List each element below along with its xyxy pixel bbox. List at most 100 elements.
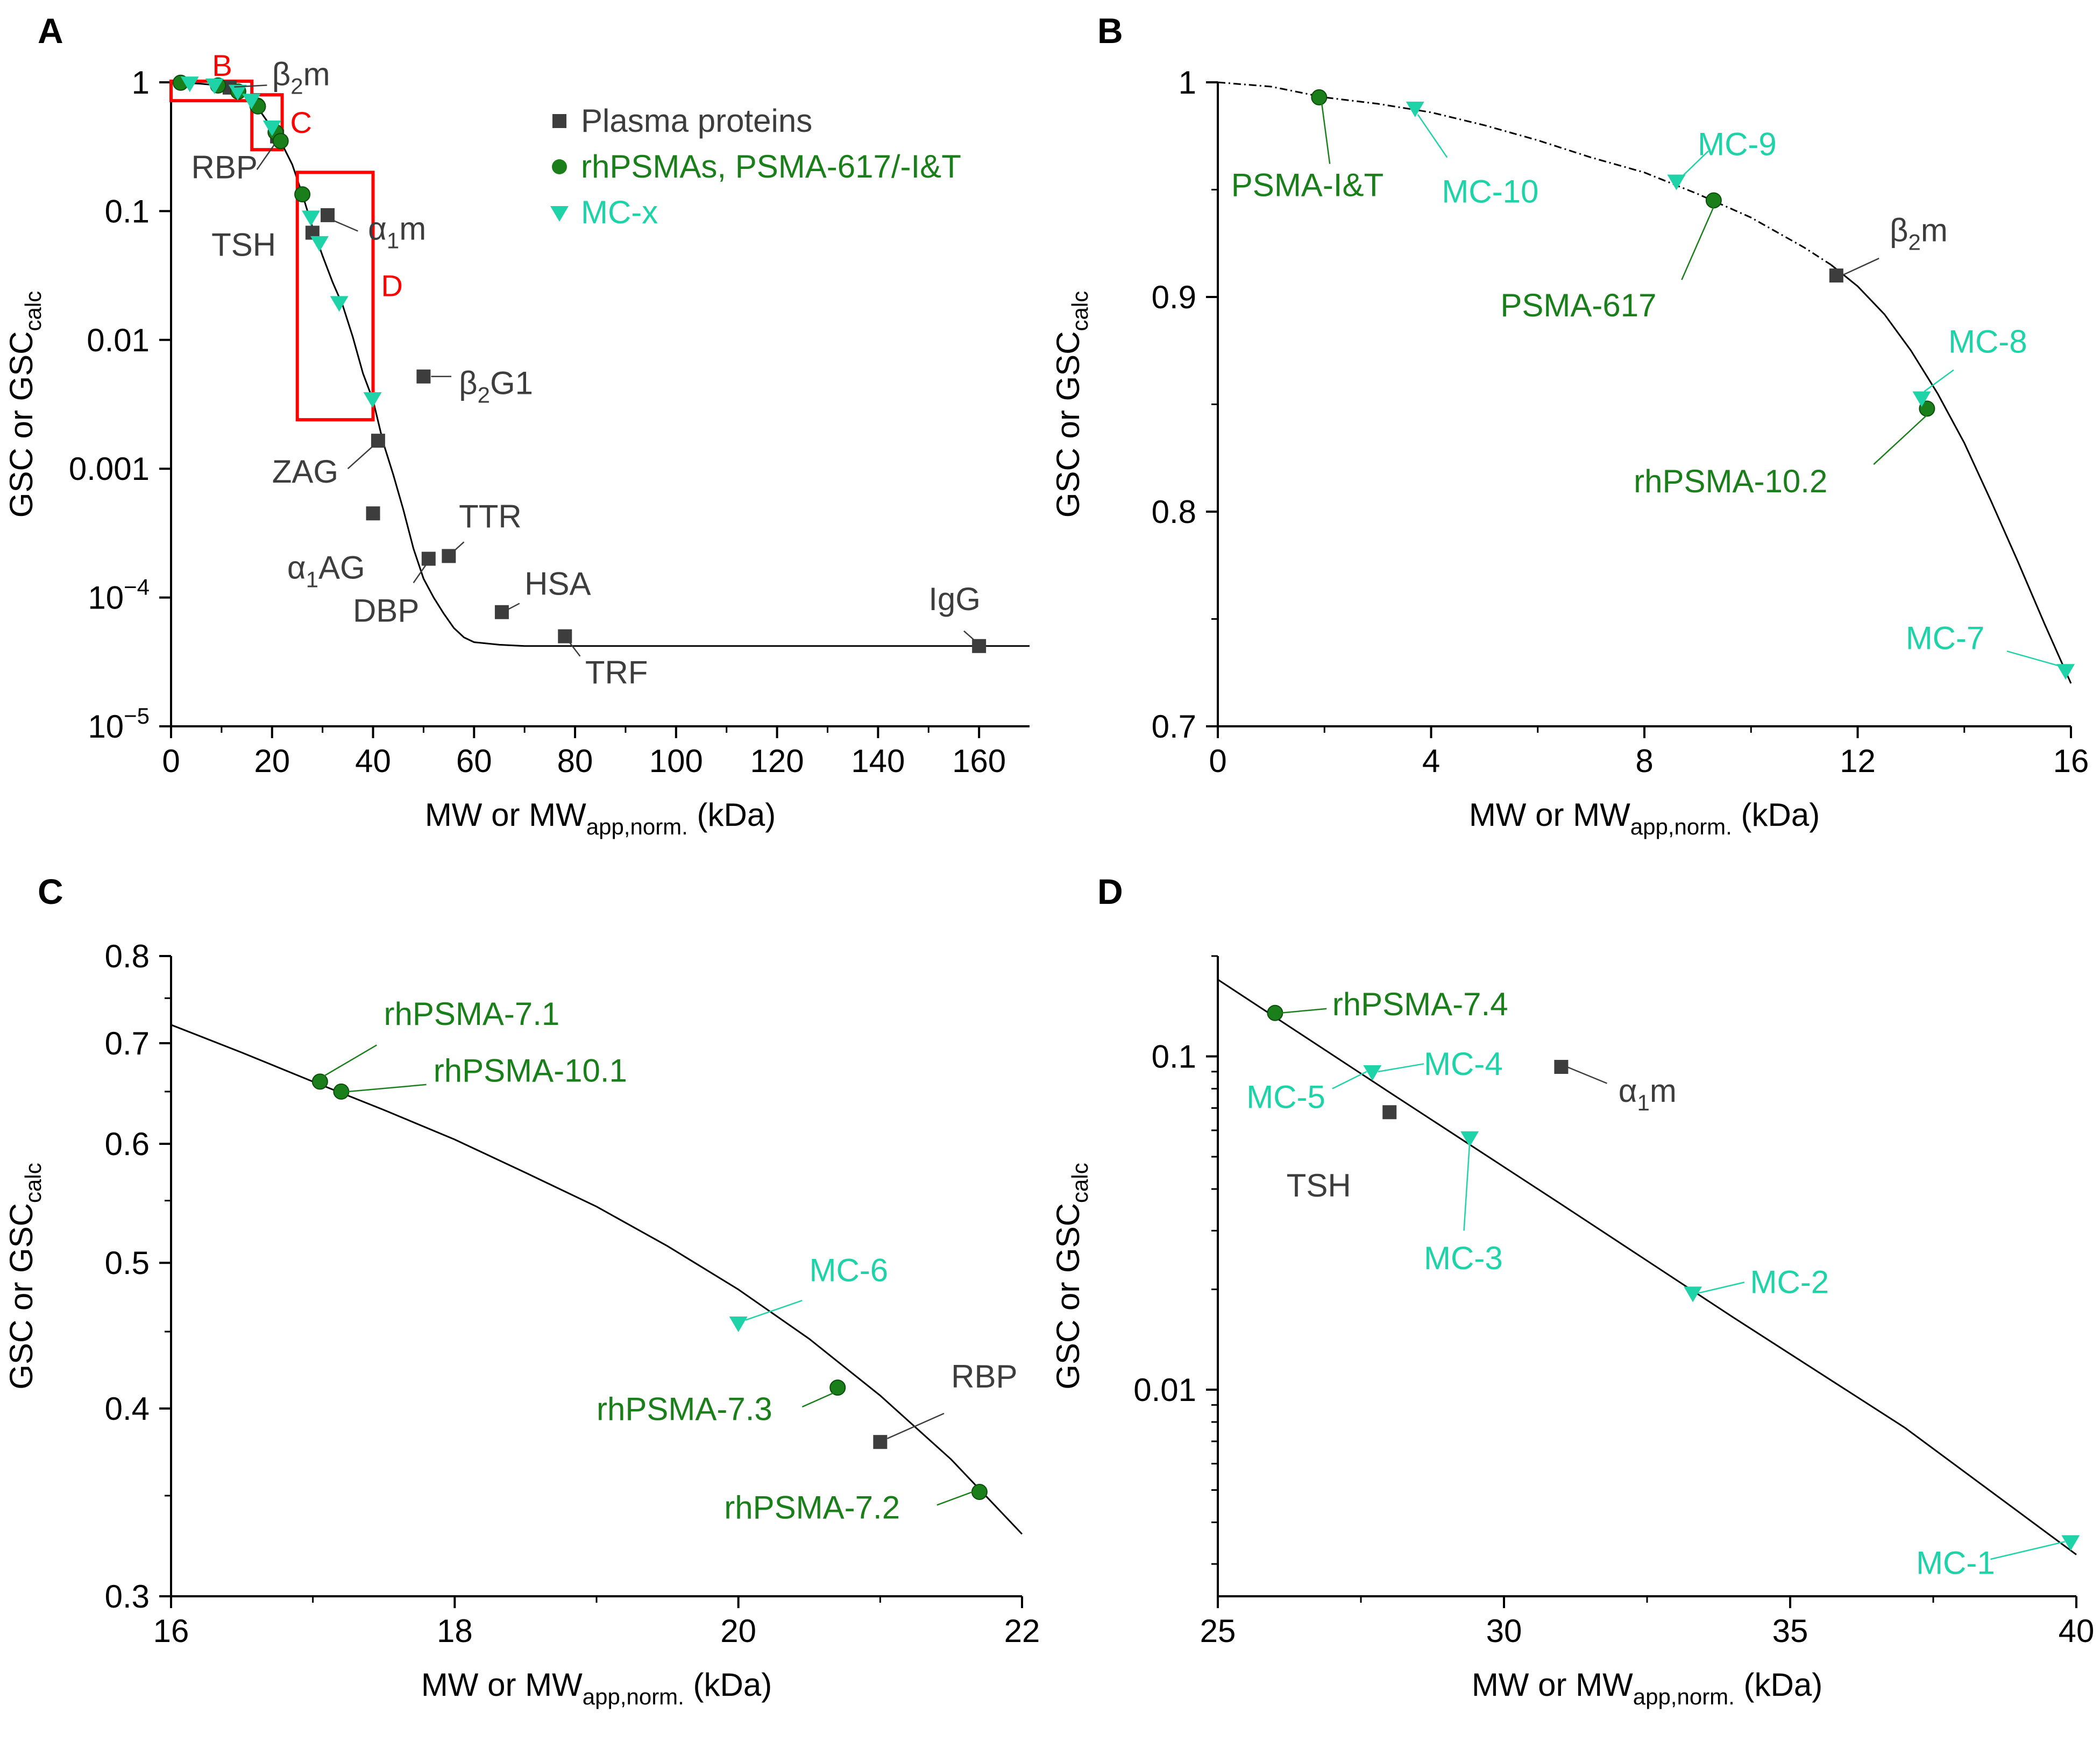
annotation-label: MC-9 bbox=[1698, 126, 1777, 162]
point-mcx bbox=[1460, 1131, 1479, 1147]
annotation-leader bbox=[1873, 414, 1928, 465]
point-rhpsma bbox=[311, 1073, 328, 1090]
y-tick-label: 0.1 bbox=[1152, 1038, 1196, 1074]
point-plasma-protein bbox=[494, 605, 509, 619]
annotation-label: MC-3 bbox=[1424, 1240, 1503, 1276]
x-tick-label: 30 bbox=[1486, 1613, 1522, 1649]
x-tick-label: 160 bbox=[952, 743, 1006, 779]
point-rhpsma bbox=[1267, 1004, 1283, 1021]
point-plasma-protein bbox=[416, 369, 431, 384]
panel-letter-b: B bbox=[1097, 11, 1123, 51]
annotation-leader bbox=[1681, 206, 1715, 280]
annotation-leader bbox=[1924, 369, 1954, 392]
x-tick-label: 4 bbox=[1422, 743, 1440, 779]
point-rhpsma bbox=[294, 186, 311, 203]
annotation-label: MC-10 bbox=[1442, 173, 1538, 209]
x-tick-label: 100 bbox=[649, 743, 703, 779]
annotation-leader bbox=[413, 564, 427, 584]
annotation-leader bbox=[1280, 1008, 1327, 1014]
x-tick-label: 40 bbox=[355, 743, 391, 779]
point-mcx bbox=[1667, 174, 1686, 190]
annotation-leader bbox=[887, 1412, 945, 1439]
x-tick-label: 20 bbox=[254, 743, 290, 779]
annotation-label: DBP bbox=[353, 592, 419, 628]
annotation-label: MC-2 bbox=[1750, 1264, 1829, 1300]
annotation-label: rhPSMA-7.1 bbox=[384, 996, 560, 1032]
annotation-leader bbox=[348, 1084, 427, 1093]
y-tick-label: 1 bbox=[1179, 65, 1196, 101]
point-mcx bbox=[1363, 1065, 1382, 1081]
annotation-label: TTR bbox=[459, 498, 522, 534]
y-tick-label: 0.001 bbox=[69, 451, 150, 487]
y-tick-label: 0.01 bbox=[87, 322, 150, 358]
zoom-box-label-b: B bbox=[212, 48, 232, 82]
y-tick-label: 0.7 bbox=[1152, 709, 1196, 745]
point-mcx bbox=[2056, 664, 2075, 680]
x-tick-label: 12 bbox=[1840, 743, 1876, 779]
point-plasma-protein bbox=[558, 629, 572, 643]
annotation-label: MC-4 bbox=[1424, 1046, 1503, 1082]
annotation-leader bbox=[1681, 150, 1709, 178]
annotation-label: α1AG bbox=[287, 550, 365, 592]
annotation-label: β2m bbox=[272, 56, 330, 98]
point-mcx bbox=[2061, 1535, 2080, 1551]
point-plasma-protein bbox=[421, 551, 436, 566]
point-mcx bbox=[363, 392, 382, 408]
point-mcx bbox=[1684, 1286, 1702, 1303]
annotation-label: rhPSMA-7.4 bbox=[1332, 986, 1508, 1022]
point-plasma-protein bbox=[1382, 1105, 1397, 1120]
legend-marker-circle bbox=[552, 159, 567, 174]
point-rhpsma bbox=[333, 1083, 350, 1100]
x-tick-label: 22 bbox=[1004, 1613, 1040, 1649]
point-mcx bbox=[729, 1316, 748, 1332]
panel-letter-d: D bbox=[1097, 872, 1123, 911]
fit-curve-extrapolated bbox=[1218, 81, 1832, 266]
x-axis-title: MW or MWapp,norm. (kDa) bbox=[425, 797, 776, 839]
x-tick-label: 120 bbox=[750, 743, 804, 779]
point-mcx bbox=[1912, 391, 1931, 407]
y-tick-label: 10−5 bbox=[88, 703, 150, 745]
x-tick-label: 35 bbox=[1772, 1613, 1808, 1649]
annotation-label: MC-1 bbox=[1916, 1545, 1995, 1581]
annotation-label: MC-5 bbox=[1246, 1079, 1325, 1115]
point-rhpsma bbox=[1705, 192, 1722, 209]
y-tick-label: 0.6 bbox=[105, 1126, 150, 1162]
panel-a: A0 20 40 60 80 100 120 140 16010.10.010.00110−41… bbox=[3, 11, 1030, 839]
x-tick-label: 20 bbox=[720, 1613, 756, 1649]
annotation-leader bbox=[963, 630, 977, 643]
annotation-leader bbox=[1417, 114, 1448, 158]
point-mcx bbox=[262, 121, 281, 137]
annotation-leader bbox=[937, 1491, 973, 1506]
annotation-label: MC-8 bbox=[1948, 324, 2027, 360]
annotation-label: α1m bbox=[368, 211, 426, 253]
annotation-leader bbox=[1321, 103, 1331, 164]
annotation-leader bbox=[1463, 1143, 1471, 1231]
point-plasma-protein bbox=[366, 506, 380, 521]
point-plasma-protein bbox=[371, 434, 385, 448]
annotation-label: PSMA-617 bbox=[1500, 287, 1656, 323]
point-mcx bbox=[205, 78, 224, 94]
x-tick-label: 16 bbox=[153, 1613, 189, 1649]
fit-curve bbox=[1218, 979, 2077, 1555]
annotation-label: PSMA-I&T bbox=[1231, 167, 1384, 203]
annotation-leader bbox=[256, 144, 275, 170]
x-tick-label: 40 bbox=[2059, 1613, 2095, 1649]
annotation-leader bbox=[566, 639, 581, 657]
x-tick-label: 25 bbox=[1200, 1613, 1236, 1649]
annotation-label: TRF bbox=[585, 654, 648, 690]
point-rhpsma bbox=[971, 1484, 988, 1501]
annotation-leader bbox=[1378, 1063, 1424, 1073]
point-plasma-protein bbox=[873, 1435, 888, 1449]
y-tick-label: 0.5 bbox=[105, 1245, 150, 1281]
point-rhpsma bbox=[829, 1379, 846, 1396]
y-tick-label: 0.7 bbox=[105, 1025, 150, 1061]
y-tick-label: 0.9 bbox=[1152, 279, 1196, 315]
x-tick-label: 80 bbox=[557, 743, 593, 779]
x-tick-label: 16 bbox=[2053, 743, 2089, 779]
x-tick-label: 60 bbox=[456, 743, 492, 779]
annotation-label: TSH bbox=[211, 227, 276, 263]
zoom-box-label-d: D bbox=[381, 268, 403, 302]
annotation-leader bbox=[234, 84, 267, 88]
annotation-leader bbox=[451, 541, 465, 554]
